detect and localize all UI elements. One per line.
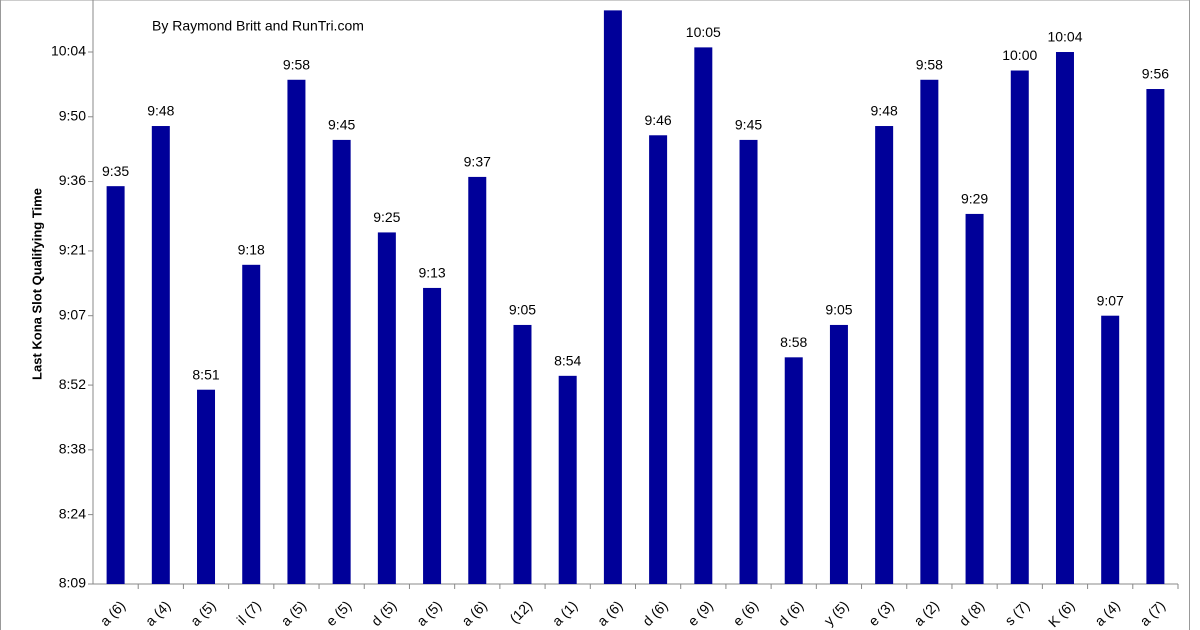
x-tick-label: d (8) — [956, 597, 988, 629]
bar — [965, 213, 984, 584]
bar — [649, 135, 668, 584]
y-tick-label: 9:36 — [59, 172, 86, 188]
bar — [739, 139, 758, 584]
x-tick-label: a (6) — [97, 597, 129, 629]
x-tick-label: e (5) — [323, 597, 355, 629]
x-tick-label: s (7) — [1001, 597, 1032, 628]
x-tick-label: a (5) — [278, 597, 310, 629]
y-tick-label: 8:52 — [59, 376, 86, 392]
bar — [829, 324, 848, 584]
x-tick-label: a (6) — [594, 597, 626, 629]
value-label: 9:48 — [147, 103, 174, 119]
x-tick-label: a (1) — [549, 597, 581, 629]
value-label: 10:13 — [595, 0, 630, 3]
value-label: 9:37 — [464, 154, 491, 170]
bar — [784, 357, 803, 584]
bar — [694, 47, 713, 585]
value-label: 9:45 — [735, 117, 762, 133]
x-tick-label: e (3) — [865, 597, 897, 629]
bar — [377, 232, 396, 584]
x-tick-label: a (5) — [187, 597, 219, 629]
x-tick-label: e (9) — [684, 597, 716, 629]
bar — [468, 176, 487, 584]
x-tick-label: d (6) — [775, 597, 807, 629]
y-tick-label: 8:24 — [59, 505, 86, 521]
value-label: 9:13 — [418, 265, 445, 281]
bar — [603, 10, 622, 585]
bar — [106, 186, 125, 585]
chart-subtitle: By Raymond Britt and RunTri.com — [152, 18, 364, 34]
value-label: 9:35 — [102, 163, 129, 179]
y-tick-label: 9:50 — [59, 107, 86, 123]
bar — [1146, 89, 1165, 584]
value-label: 9:45 — [328, 117, 355, 133]
y-tick-label: 9:21 — [59, 242, 86, 258]
x-tick-label: y (5) — [821, 597, 852, 628]
bar — [423, 287, 442, 584]
bar — [332, 139, 351, 584]
value-label: 9:46 — [644, 112, 671, 128]
bar — [1010, 70, 1029, 584]
value-label: 9:07 — [1097, 292, 1124, 308]
x-tick-label: (12) — [506, 597, 535, 626]
value-label: 10:05 — [686, 24, 721, 40]
x-tick-label: a (5) — [413, 597, 445, 629]
bar — [151, 126, 170, 584]
bar — [1055, 52, 1074, 584]
value-label: 9:25 — [373, 209, 400, 225]
value-label: 8:51 — [192, 366, 219, 382]
bar — [875, 126, 894, 584]
x-tick-label: a (2) — [910, 597, 942, 629]
x-tick-label: a (6) — [458, 597, 490, 629]
value-label: 10:04 — [1047, 29, 1082, 45]
x-tick-label: il (7) — [233, 597, 264, 628]
bar — [513, 324, 532, 584]
value-label: 9:29 — [961, 191, 988, 207]
y-axis-label: Last Kona Slot Qualifying Time — [29, 188, 44, 380]
value-label: 9:58 — [283, 56, 310, 72]
y-tick-label: 9:07 — [59, 306, 86, 322]
bar — [1101, 315, 1120, 584]
x-tick-label: e (6) — [730, 597, 762, 629]
value-label: 10:00 — [1002, 47, 1037, 63]
x-tick-label: a (4) — [142, 597, 174, 629]
x-tick-label: a (4) — [1091, 597, 1123, 629]
y-tick-label: 10:04 — [51, 43, 86, 59]
value-label: 8:58 — [780, 334, 807, 350]
value-label: 8:54 — [554, 353, 581, 369]
x-tick-label: d (5) — [368, 597, 400, 629]
bar — [920, 79, 939, 585]
x-tick-label: d (6) — [639, 597, 671, 629]
value-label: 9:05 — [509, 302, 536, 318]
y-tick-label: 8:09 — [59, 575, 86, 591]
y-tick-label: 8:38 — [59, 441, 86, 457]
value-label: 9:56 — [1142, 66, 1169, 82]
x-tick-label: a (7) — [1136, 597, 1168, 629]
x-tick-label: K (6) — [1045, 597, 1078, 630]
value-label: 9:18 — [238, 242, 265, 258]
bar — [197, 389, 216, 584]
value-label: 9:58 — [916, 56, 943, 72]
value-label: 9:05 — [825, 302, 852, 318]
bar — [287, 79, 306, 585]
bar — [558, 375, 577, 584]
bar — [242, 264, 261, 584]
value-label: 9:48 — [871, 103, 898, 119]
